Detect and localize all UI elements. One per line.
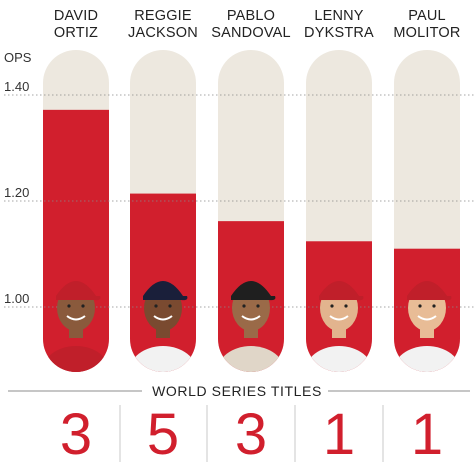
player-names: DAVID ORTIZ REGGIE JACKSON PABLO SANDOVAL LENN… xyxy=(54,8,461,41)
cap-brim xyxy=(231,296,276,301)
y-axis-label: OPS xyxy=(4,50,32,65)
player-name: PAUL MOLITOR xyxy=(393,8,460,41)
smile xyxy=(241,315,261,321)
cap-crown xyxy=(407,281,447,296)
ws-count: 3 xyxy=(60,402,92,466)
cap-brim xyxy=(319,296,364,301)
player-name-line: LENNY xyxy=(314,8,363,24)
cap-brim xyxy=(143,296,188,301)
smile xyxy=(417,315,437,321)
smile xyxy=(329,315,349,321)
player-name-line: ORTIZ xyxy=(54,25,98,41)
player-name-line: DAVID xyxy=(54,8,98,24)
cap-crown xyxy=(231,281,271,296)
y-tick-label: 1.40 xyxy=(4,79,29,94)
cap-brim xyxy=(56,296,101,301)
player-portraits xyxy=(43,281,460,372)
player-shirt xyxy=(394,346,460,372)
cap-crown xyxy=(319,281,359,296)
ws-count: 5 xyxy=(147,402,179,466)
player-name-line: PAUL xyxy=(408,8,446,24)
ws-count: 1 xyxy=(323,402,355,466)
player-name: LENNY DYKSTRA xyxy=(304,8,374,41)
y-tick-label: 1.20 xyxy=(4,185,29,200)
eye xyxy=(168,304,172,308)
player-photo xyxy=(394,281,460,372)
player-name-line: DYKSTRA xyxy=(304,25,374,41)
player-shirt xyxy=(43,346,109,372)
smile xyxy=(66,315,86,321)
player-shirt xyxy=(306,346,372,372)
ws-count: 3 xyxy=(235,402,267,466)
y-tick-label: 1.00 xyxy=(4,291,29,306)
player-name-line: MOLITOR xyxy=(393,25,460,41)
player-shirt xyxy=(218,346,284,372)
y-axis: 1.40 1.20 1.00 OPS xyxy=(4,50,32,306)
eye xyxy=(81,304,85,308)
eye xyxy=(256,304,260,308)
cap-crown xyxy=(56,281,96,296)
player-photo xyxy=(43,281,109,372)
player-photo xyxy=(218,281,284,372)
ws-title: WORLD SERIES TITLES xyxy=(152,383,322,399)
cap-crown xyxy=(143,281,183,296)
eye xyxy=(418,304,422,308)
player-name-line: JACKSON xyxy=(128,25,198,41)
player-name: DAVID ORTIZ xyxy=(54,8,98,41)
eye xyxy=(154,304,158,308)
eye xyxy=(330,304,334,308)
player-shirt xyxy=(130,346,196,372)
cap-brim xyxy=(407,296,452,301)
player-name: PABLO SANDOVAL xyxy=(211,8,291,41)
player-name-line: SANDOVAL xyxy=(211,25,291,41)
eye xyxy=(432,304,436,308)
eye xyxy=(344,304,348,308)
player-name-line: REGGIE xyxy=(134,8,192,24)
player-photo xyxy=(306,281,372,372)
eye xyxy=(242,304,246,308)
player-name-line: PABLO xyxy=(227,8,275,24)
ws-count: 1 xyxy=(411,402,443,466)
player-photo xyxy=(130,281,196,372)
smile xyxy=(153,315,173,321)
player-name: REGGIE JACKSON xyxy=(128,8,198,41)
eye xyxy=(67,304,71,308)
